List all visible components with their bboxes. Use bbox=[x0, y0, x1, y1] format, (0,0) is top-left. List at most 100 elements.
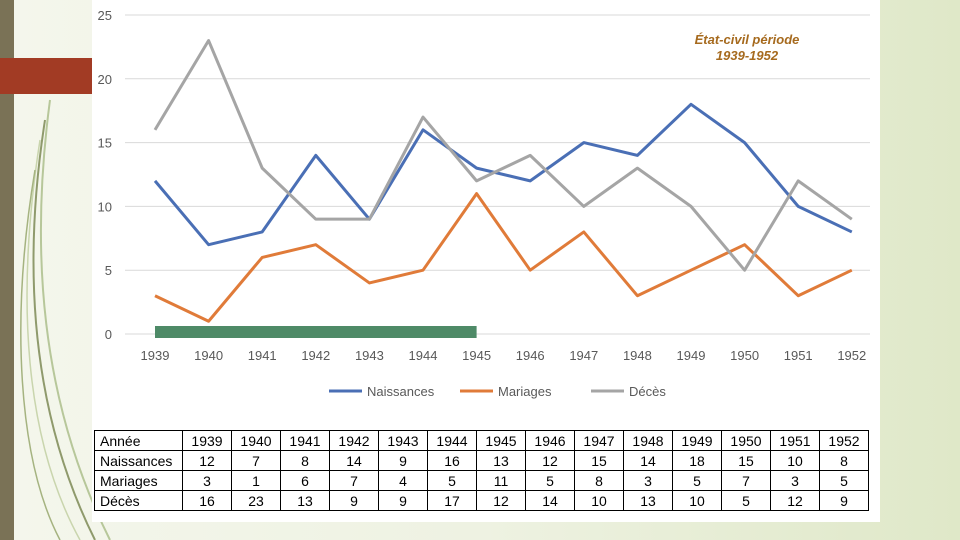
x-tick-label: 1943 bbox=[355, 348, 384, 363]
table-cell: 7 bbox=[329, 470, 379, 491]
table-header-row: Année 1939 1940 1941 1942 1943 1944 1945 1946 19… bbox=[94, 430, 869, 451]
table-cell: 11 bbox=[476, 470, 526, 491]
table-cell: 15 bbox=[574, 450, 624, 471]
table-cell: 16 bbox=[182, 490, 232, 511]
data-table: Année 1939 1940 1941 1942 1943 1944 1945 1946 19… bbox=[94, 430, 869, 511]
table-cell: 15 bbox=[721, 450, 771, 471]
table-cell: 3 bbox=[182, 470, 232, 491]
table-cell: 8 bbox=[819, 450, 869, 471]
x-tick-label: 1944 bbox=[409, 348, 438, 363]
x-tick-label: 1948 bbox=[623, 348, 652, 363]
table-cell: 4 bbox=[378, 470, 428, 491]
x-tick-label: 1942 bbox=[301, 348, 330, 363]
table-header-year: 1951 bbox=[770, 430, 820, 451]
series-line-naissances bbox=[153, 102, 853, 247]
table-cell: 9 bbox=[329, 490, 379, 511]
table-cell: 14 bbox=[525, 490, 575, 511]
table-cell: 10 bbox=[672, 490, 722, 511]
table-cell: 18 bbox=[672, 450, 722, 471]
table-cell: 12 bbox=[525, 450, 575, 471]
x-tick-label: 1945 bbox=[462, 348, 491, 363]
table-header-year: 1948 bbox=[623, 430, 673, 451]
table-cell: 9 bbox=[819, 490, 869, 511]
red-accent-tab bbox=[0, 58, 92, 94]
series-line-mariages bbox=[154, 192, 853, 323]
table-cell: 5 bbox=[721, 490, 771, 511]
table-cell: 5 bbox=[525, 470, 575, 491]
table-cell: 12 bbox=[182, 450, 232, 471]
table-cell: 9 bbox=[378, 450, 428, 471]
y-tick-label: 25 bbox=[98, 8, 112, 23]
legend-label-deces: Décès bbox=[629, 384, 666, 399]
line-chart: 0 5 10 15 20 25 1939 1940 1941 1942 1943 1944 1945 19… bbox=[98, 8, 870, 399]
x-tick-label: 1949 bbox=[677, 348, 706, 363]
table-row-label: Décès bbox=[94, 490, 183, 511]
table-cell: 1 bbox=[231, 470, 281, 491]
y-tick-label: 20 bbox=[98, 72, 112, 87]
table-header-year: 1947 bbox=[574, 430, 624, 451]
table-cell: 14 bbox=[329, 450, 379, 471]
table-cell: 8 bbox=[574, 470, 624, 491]
table-cell: 23 bbox=[231, 490, 281, 511]
table-row: Naissances 12 7 8 14 9 16 13 12 15 14 18 15 10 8 bbox=[94, 450, 869, 471]
series-line-deces bbox=[153, 39, 853, 272]
chart-panel: 0 5 10 15 20 25 1939 1940 1941 1942 1943 1944 1945 19… bbox=[92, 0, 880, 522]
y-tick-label: 5 bbox=[105, 263, 112, 278]
highlight-period-bar bbox=[155, 326, 477, 338]
chart-title-line2: 1939-1952 bbox=[715, 48, 779, 63]
y-tick-label: 0 bbox=[105, 327, 112, 342]
table-cell: 5 bbox=[672, 470, 722, 491]
table-cell: 7 bbox=[721, 470, 771, 491]
table-header-year: 1939 bbox=[182, 430, 232, 451]
y-tick-label: 10 bbox=[98, 199, 112, 214]
table-cell: 17 bbox=[427, 490, 477, 511]
table-cell: 16 bbox=[427, 450, 477, 471]
table-cell: 10 bbox=[770, 450, 820, 471]
table-cell: 9 bbox=[378, 490, 428, 511]
table-header-year: 1949 bbox=[672, 430, 722, 451]
decorative-curves bbox=[20, 99, 111, 540]
table-row-label: Mariages bbox=[94, 470, 183, 491]
side-bar bbox=[0, 0, 14, 540]
table-cell: 8 bbox=[280, 450, 330, 471]
chart-title-line1: État-civil période bbox=[694, 32, 800, 47]
x-tick-label: 1950 bbox=[730, 348, 759, 363]
table-header-year: 1941 bbox=[280, 430, 330, 451]
table-header-year: 1943 bbox=[378, 430, 428, 451]
x-tick-label: 1939 bbox=[141, 348, 170, 363]
table-row-label: Naissances bbox=[94, 450, 183, 471]
table-header-year: 1940 bbox=[231, 430, 281, 451]
table-header-year: 1944 bbox=[427, 430, 477, 451]
table-cell: 6 bbox=[280, 470, 330, 491]
table-header-label: Année bbox=[94, 430, 183, 451]
table-header-year: 1942 bbox=[329, 430, 379, 451]
table-header-year: 1946 bbox=[525, 430, 575, 451]
table-cell: 13 bbox=[623, 490, 673, 511]
x-tick-label: 1951 bbox=[784, 348, 813, 363]
x-tick-label: 1941 bbox=[248, 348, 277, 363]
table-cell: 13 bbox=[476, 450, 526, 471]
x-tick-label: 1952 bbox=[837, 348, 866, 363]
chart-title: État-civil période 1939-1952 bbox=[652, 32, 842, 64]
table-cell: 5 bbox=[427, 470, 477, 491]
table-row: Décès 16 23 13 9 9 17 12 14 10 13 10 5 12 9 bbox=[94, 490, 869, 511]
table-cell: 14 bbox=[623, 450, 673, 471]
table-cell: 5 bbox=[819, 470, 869, 491]
table-cell: 3 bbox=[623, 470, 673, 491]
table-header-year: 1952 bbox=[819, 430, 869, 451]
table-cell: 12 bbox=[770, 490, 820, 511]
table-cell: 12 bbox=[476, 490, 526, 511]
x-tick-label: 1940 bbox=[194, 348, 223, 363]
table-row: Mariages 3 1 6 7 4 5 11 5 8 3 5 7 3 5 bbox=[94, 470, 869, 491]
table-header-year: 1950 bbox=[721, 430, 771, 451]
table-cell: 13 bbox=[280, 490, 330, 511]
x-tick-label: 1947 bbox=[569, 348, 598, 363]
legend-label-naissances: Naissances bbox=[367, 384, 435, 399]
y-tick-label: 15 bbox=[98, 136, 112, 151]
table-cell: 3 bbox=[770, 470, 820, 491]
table-cell: 10 bbox=[574, 490, 624, 511]
table-header-year: 1945 bbox=[476, 430, 526, 451]
table-cell: 7 bbox=[231, 450, 281, 471]
x-tick-label: 1946 bbox=[516, 348, 545, 363]
legend-label-mariages: Mariages bbox=[498, 384, 552, 399]
